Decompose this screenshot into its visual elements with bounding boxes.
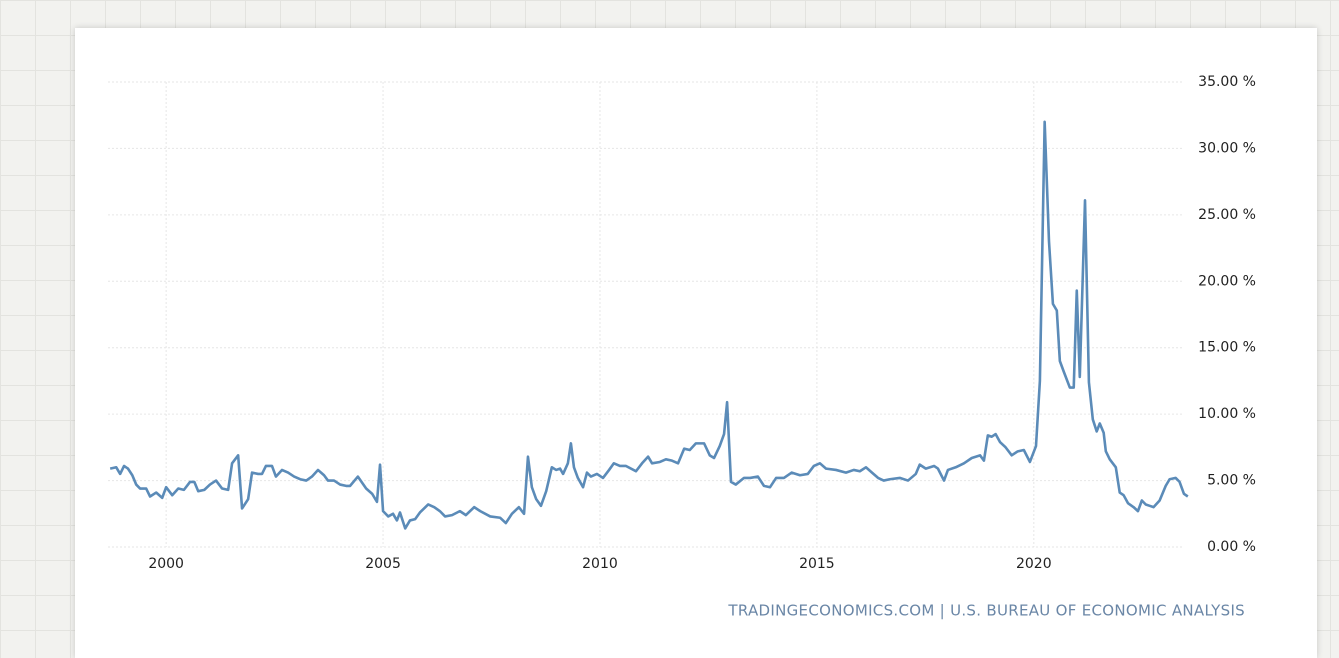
- y-tick-label: 0.00 %: [1207, 539, 1256, 555]
- x-tick-label: 2010: [582, 556, 618, 572]
- x-tick-label: 2005: [365, 556, 401, 572]
- y-tick-label: 15.00 %: [1198, 340, 1256, 356]
- y-tick-label: 10.00 %: [1198, 406, 1256, 422]
- y-tick-label: 25.00 %: [1198, 207, 1256, 223]
- source-note: TRADINGECONOMICS.COM | U.S. BUREAU OF EC…: [727, 602, 1245, 620]
- x-tick-label: 2020: [1016, 556, 1052, 572]
- data-line: [109, 120, 1189, 530]
- y-tick-label: 35.00 %: [1198, 74, 1256, 90]
- y-tick-label: 30.00 %: [1198, 140, 1256, 156]
- x-tick-label: 2015: [799, 556, 835, 572]
- y-tick-label: 20.00 %: [1198, 273, 1256, 289]
- x-tick-label: 2000: [148, 556, 184, 572]
- y-tick-label: 5.00 %: [1207, 473, 1256, 489]
- chart-card: [75, 28, 1317, 658]
